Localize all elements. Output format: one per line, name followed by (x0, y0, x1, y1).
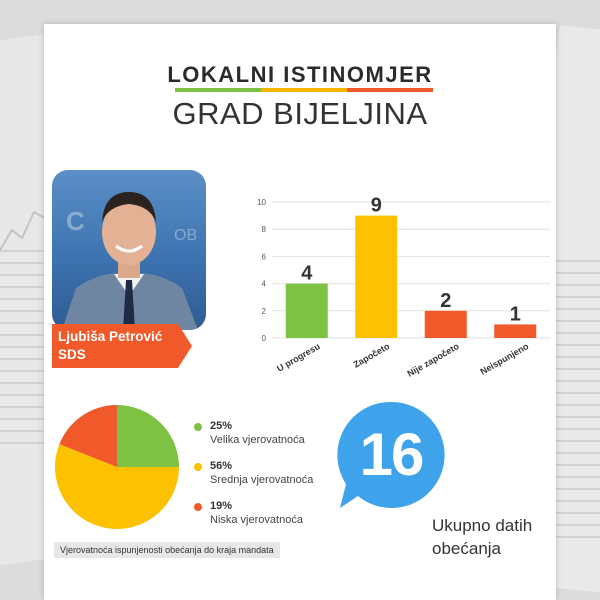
total-promises-label: Ukupno datih obećanja (432, 514, 552, 560)
bar (494, 324, 537, 338)
speech-bubble-icon (337, 401, 445, 508)
page-title: LOKALNI ISTINOMJER (167, 62, 433, 87)
y-tick-label: 4 (262, 280, 267, 289)
x-category-label: Nije započeto (406, 341, 462, 379)
legend-dot-medium (194, 463, 202, 471)
legend-pct-medium: 56% (210, 460, 233, 472)
legend-label-high: Velika vjerovatnoća (210, 434, 305, 446)
title-color-bar (175, 88, 433, 92)
y-tick-label: 8 (262, 225, 267, 234)
bar (285, 283, 328, 338)
politician-name-tag: Ljubiša Petrović SDS (52, 324, 192, 368)
x-category-label: Neispunjeno (478, 341, 530, 377)
legend-dot-low (194, 503, 202, 511)
svg-text:С: С (66, 206, 85, 236)
total-promises-number: 16 (359, 421, 425, 488)
legend-item-low: 19% Niska vjerovatnoća (194, 500, 313, 540)
total-label-line2: obećanja (432, 539, 502, 558)
total-label-line1: Ukupno datih (432, 516, 533, 535)
bar-data-label: 1 (510, 303, 521, 325)
legend-pct-high: 25% (210, 420, 233, 432)
bar-data-label: 4 (301, 263, 313, 285)
legend-item-high: 25% Velika vjerovatnoća (194, 420, 313, 460)
promises-bar-chart: 0 2 4 6 8 10 4 U progresu 9 Započeto 2 Nije započet… (257, 195, 550, 379)
bar (355, 215, 398, 338)
bar-data-label: 2 (440, 290, 451, 312)
politician-name: Ljubiša Petrović (58, 329, 163, 344)
bar-data-label: 9 (371, 195, 382, 217)
politician-party: SDS (58, 347, 86, 362)
pie-slice (59, 405, 117, 467)
politician-photo: С ОВ (52, 170, 206, 330)
x-category-label: Započeto (352, 341, 392, 370)
pie-legend: 25% Velika vjerovatnoća 56% Srednja vjer… (194, 420, 313, 540)
bar (424, 310, 467, 338)
page-subtitle: GRAD BIJELJINA (172, 96, 428, 131)
y-tick-label: 0 (262, 334, 267, 343)
background-line-chart (0, 210, 49, 251)
legend-pct-low: 19% (210, 500, 233, 512)
probability-pie-chart (54, 405, 179, 529)
legend-label-low: Niska vjerovatnoća (210, 514, 303, 526)
y-tick-label: 6 (262, 252, 267, 261)
legend-item-medium: 56% Srednja vjerovatnoća (194, 460, 313, 500)
svg-text:ОВ: ОВ (174, 227, 197, 244)
legend-label-medium: Srednja vjerovatnoća (210, 474, 314, 486)
pie-slice (54, 444, 179, 529)
x-category-label: U progresu (275, 341, 322, 374)
y-tick-label: 2 (262, 307, 267, 316)
legend-dot-high (194, 423, 202, 431)
background-lines-right (555, 260, 600, 540)
pie-caption: Vjerovatnoća ispunjenosti obećanja do kr… (54, 542, 280, 558)
pie-slice (117, 405, 179, 467)
y-tick-label: 10 (257, 198, 266, 207)
